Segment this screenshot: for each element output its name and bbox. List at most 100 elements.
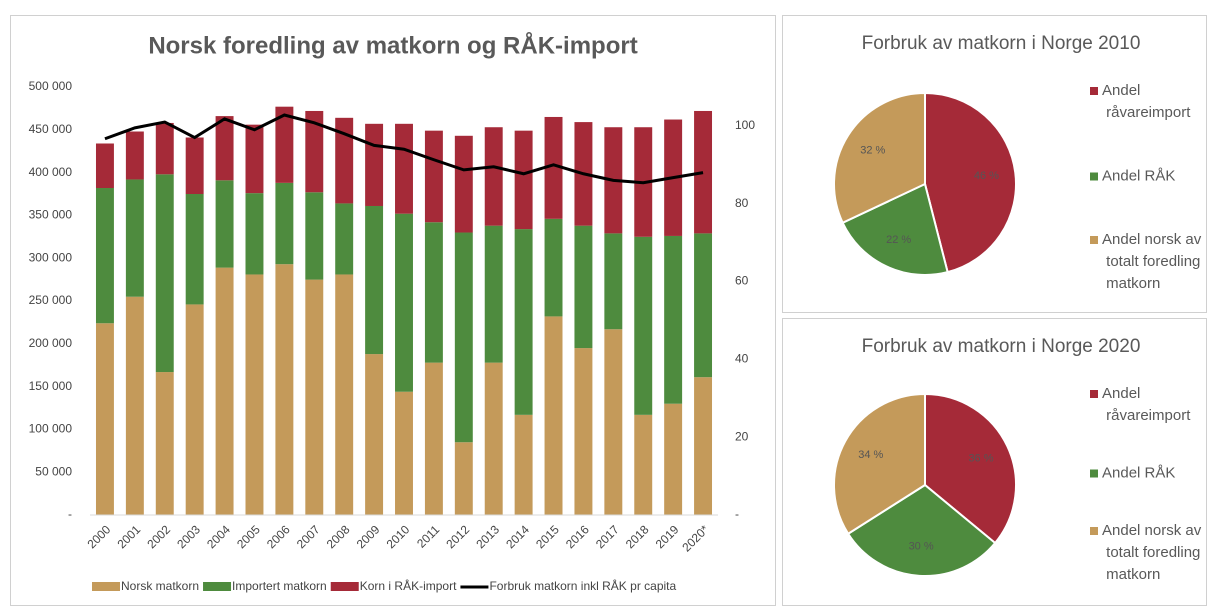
- bar: [424, 362, 443, 515]
- legend-swatch: [92, 582, 120, 591]
- pie-slice: [924, 91, 1017, 274]
- bar: [215, 267, 234, 515]
- bar: [664, 235, 683, 404]
- y-tick-label: 150 000: [29, 379, 73, 393]
- bar: [604, 329, 623, 515]
- bar: [694, 233, 713, 378]
- bar: [395, 123, 413, 214]
- y2-tick-label: 100: [735, 118, 755, 132]
- bar: [335, 203, 354, 275]
- bar: [245, 124, 264, 194]
- bar: [275, 106, 294, 183]
- legend-swatch: [1090, 469, 1098, 478]
- legend-label: Andel RÅK: [1102, 167, 1175, 184]
- y-tick-label: 350 000: [29, 208, 73, 222]
- line: [104, 113, 704, 185]
- data-label: 36 %: [968, 453, 993, 465]
- bar: [544, 218, 563, 317]
- legend-swatch: [330, 582, 359, 591]
- bar: [484, 127, 503, 226]
- bar: [484, 225, 503, 363]
- bar: [544, 116, 563, 219]
- bar: [604, 233, 623, 330]
- bar: [95, 323, 114, 515]
- bar: [215, 116, 234, 181]
- bar: [694, 110, 713, 234]
- chart-title: Norsk foredling av matkorn og RÅK-import: [148, 31, 637, 59]
- y-tick-label: 500 000: [29, 79, 73, 93]
- legend-swatch: [1090, 236, 1098, 244]
- bar: [365, 123, 384, 206]
- data-label: 32 %: [860, 145, 885, 157]
- bar: [155, 372, 174, 515]
- y-tick-label: 300 000: [29, 250, 73, 264]
- y-tick-label: 400 000: [29, 165, 73, 179]
- bar: [305, 110, 324, 193]
- y2-tick-label: 20: [735, 429, 749, 443]
- bar: [424, 130, 443, 223]
- legend-label: Andel råvareimport: [1102, 385, 1191, 424]
- bar: [365, 354, 384, 515]
- legend-swatch: [1090, 87, 1098, 95]
- legend-label: Andel RÅK: [1102, 464, 1175, 481]
- bar: [574, 225, 593, 349]
- chart-title: Forbruk av matkorn i Norge 2020: [862, 336, 1141, 357]
- y-tick-label: 100 000: [29, 422, 73, 436]
- data-label: 46 %: [974, 170, 999, 182]
- bar: [155, 122, 174, 175]
- legend-label: Forbruk matkorn inkl RÅK pr capita: [489, 578, 676, 593]
- pie-slice: [833, 91, 926, 225]
- y2-tick-label: 80: [735, 196, 749, 210]
- legend-swatch: [1090, 390, 1098, 398]
- legend-label: Andel norsk av totalt foredling matkorn: [1102, 231, 1202, 292]
- legend-label: Andel norsk av totalt foredling matkorn: [1102, 522, 1202, 583]
- bar: [694, 377, 713, 515]
- y2-tick-label: -: [735, 507, 739, 521]
- data-label: 22 %: [886, 234, 911, 246]
- chart-title: Forbruk av matkorn i Norge 2010: [862, 33, 1141, 54]
- bar: [305, 192, 324, 280]
- bar: [544, 316, 563, 515]
- pie-slice: [846, 483, 997, 577]
- bar: [395, 391, 413, 515]
- y-tick-label: 250 000: [29, 293, 73, 307]
- legend-label: Korn i RÅK-import: [360, 578, 457, 593]
- bar: [664, 403, 683, 515]
- legend-swatch: [1090, 172, 1098, 181]
- bar: [185, 194, 204, 305]
- bar: [125, 179, 144, 297]
- bar: [215, 180, 234, 268]
- y-tick-label: -: [68, 507, 72, 521]
- y-tick-label: 450 000: [29, 122, 73, 136]
- bar: [514, 229, 533, 415]
- bar: [95, 188, 114, 324]
- legend-label: Andel råvareimport: [1102, 82, 1191, 121]
- bar: [245, 193, 264, 275]
- bar: [185, 137, 204, 194]
- pie-slice: [924, 392, 1017, 545]
- bar: [514, 130, 533, 230]
- bar: [185, 304, 204, 515]
- bar: [514, 414, 533, 515]
- bar: [574, 348, 593, 515]
- bar: [424, 222, 443, 363]
- pie-slice: [833, 392, 926, 536]
- bar: [335, 117, 354, 204]
- bar: [335, 274, 354, 515]
- bar: [365, 205, 384, 355]
- bar: [484, 362, 503, 515]
- bar: [634, 414, 653, 515]
- data-label: 30 %: [909, 541, 934, 553]
- y-tick-label: 50 000: [35, 464, 72, 478]
- bar: [634, 236, 653, 415]
- y2-tick-label: 60: [735, 274, 749, 288]
- bar: [454, 232, 473, 443]
- bar: [95, 143, 114, 189]
- bar-panel: [10, 15, 776, 606]
- y2-tick-label: 40: [735, 352, 749, 366]
- bar: [125, 131, 144, 180]
- bar: [125, 296, 144, 515]
- bar: [245, 274, 264, 515]
- data-label: 34 %: [858, 449, 883, 461]
